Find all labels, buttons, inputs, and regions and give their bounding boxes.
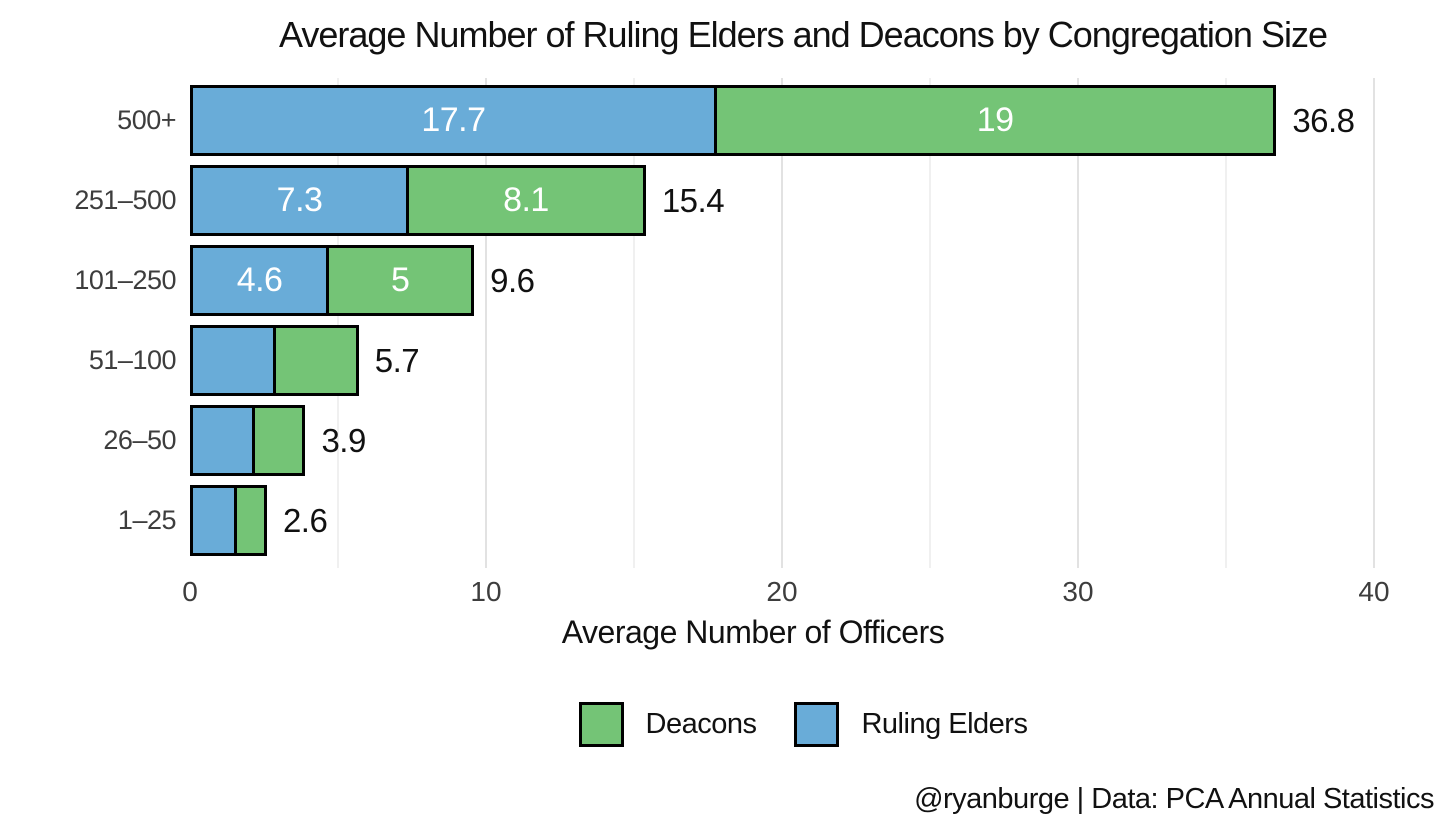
y-axis-category-label: 1–25	[117, 504, 177, 535]
x-axis-tick-label: 0	[182, 576, 198, 607]
ruling-elders-segment	[190, 485, 235, 556]
ruling-elders-value-label: 17.7	[421, 101, 486, 139]
ruling-elders-segment: 17.7	[190, 85, 714, 156]
ruling-elders-segment	[190, 405, 253, 476]
ruling-elders-value-label: 7.3	[276, 181, 323, 219]
legend-item: Ruling Elders	[794, 702, 1028, 747]
ruling-elders-segment	[190, 325, 273, 396]
y-axis-category-label: 26–50	[103, 424, 176, 455]
bar-row	[190, 405, 306, 476]
deacons-segment	[234, 485, 267, 556]
deacons-segment: 5	[326, 245, 475, 316]
chart-title: Average Number of Ruling Elders and Deac…	[279, 14, 1328, 55]
ruling-elders-segment: 7.3	[190, 165, 407, 236]
total-value-label: 2.6	[282, 502, 328, 539]
gridline-major	[1373, 78, 1375, 568]
deacons-value-label: 19	[976, 101, 1014, 139]
y-axis-category-label: 51–100	[88, 344, 177, 375]
y-axis-category-label: 251–500	[74, 184, 176, 215]
total-value-label: 15.4	[661, 182, 725, 219]
deacons-segment: 8.1	[406, 165, 646, 236]
x-axis-tick-label: 30	[1062, 576, 1094, 607]
legend-swatch	[794, 702, 840, 747]
gridline-major	[1077, 78, 1079, 568]
gridline-major	[485, 78, 487, 568]
legend-label: Deacons	[645, 708, 757, 740]
gridline-minor	[337, 78, 339, 568]
y-axis-category-label: 500+	[117, 104, 176, 135]
deacons-value-label: 5	[390, 261, 410, 299]
gridline-minor	[633, 78, 635, 568]
legend-item: Deacons	[578, 702, 757, 747]
y-axis-category-label: 101–250	[74, 264, 176, 295]
gridline-minor	[929, 78, 931, 568]
total-value-label: 36.8	[1292, 102, 1355, 139]
bar-row: 17.7 19	[190, 85, 1277, 156]
legend-swatch	[578, 702, 624, 747]
deacons-value-label: 8.1	[503, 181, 549, 219]
gridline-minor	[1225, 78, 1227, 568]
legend: Deacons Ruling Elders	[160, 702, 1446, 747]
x-axis-tick-label: 20	[766, 576, 798, 607]
deacons-segment: 19	[713, 85, 1277, 156]
legend-label: Ruling Elders	[861, 708, 1028, 740]
bar-row	[190, 325, 359, 396]
total-value-label: 9.6	[490, 262, 535, 299]
bar-row: 4.6 5	[190, 245, 475, 316]
x-axis-tick-label: 10	[470, 576, 502, 607]
attribution: @ryanburge | Data: PCA Annual Statistics	[914, 783, 1434, 815]
total-value-label: 3.9	[321, 422, 366, 459]
deacons-segment	[272, 325, 359, 396]
bar-row	[190, 485, 267, 556]
ruling-elders-value-label: 4.6	[236, 261, 283, 299]
total-value-label: 5.7	[374, 342, 420, 379]
x-axis-tick-label: 40	[1358, 576, 1390, 607]
deacons-segment	[252, 405, 306, 476]
bar-row: 7.3 8.1	[190, 165, 646, 236]
x-axis-title: Average Number of Officers	[561, 614, 945, 650]
ruling-elders-segment: 4.6	[190, 245, 327, 316]
gridline-major	[781, 78, 783, 568]
